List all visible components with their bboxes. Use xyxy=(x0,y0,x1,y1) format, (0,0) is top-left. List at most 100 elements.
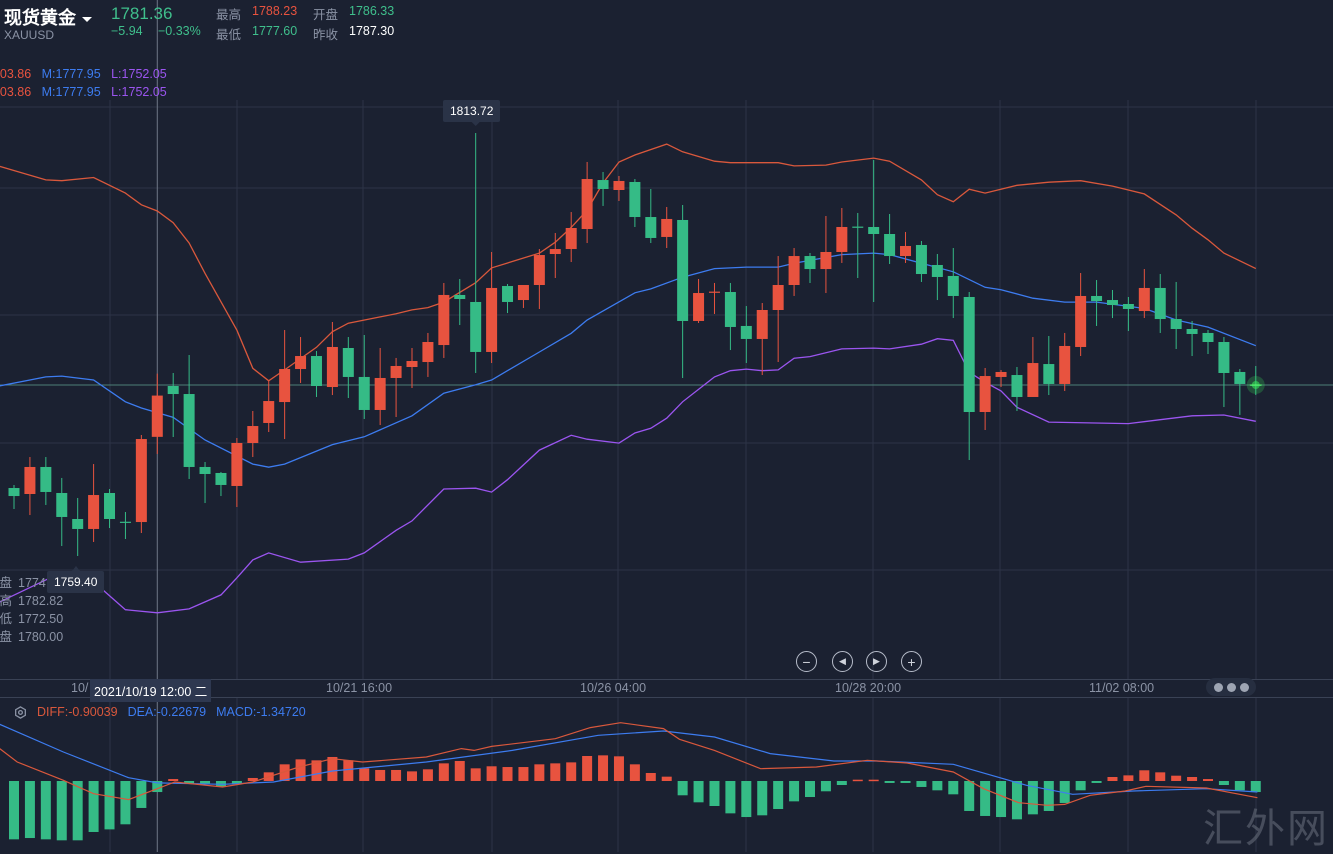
plus-icon: + xyxy=(907,653,916,670)
min-tooltip-pointer xyxy=(72,566,80,571)
candle-body xyxy=(199,466,211,474)
candle-body xyxy=(72,519,84,529)
dea-value: DEA:-0.22679 xyxy=(127,705,207,719)
macd-bar xyxy=(1011,781,1022,820)
macd-bar xyxy=(677,781,688,796)
macd-value: MACD:-1.34720 xyxy=(216,705,306,719)
macd-bar xyxy=(168,779,179,781)
candle-body xyxy=(836,226,848,252)
candle-body xyxy=(1154,287,1166,320)
max-tooltip-pointer xyxy=(471,122,480,126)
candle-body xyxy=(1186,328,1198,334)
macd-bar xyxy=(359,768,370,781)
macd-bar xyxy=(868,779,879,782)
macd-bar xyxy=(72,781,83,841)
candle-body xyxy=(661,218,673,237)
zoom-in-button[interactable]: + xyxy=(901,651,922,672)
macd-bar xyxy=(773,781,784,810)
macd-bar xyxy=(1123,775,1134,781)
macd-bar xyxy=(1234,781,1245,791)
candle-body xyxy=(1234,371,1246,384)
candle-body xyxy=(215,472,227,485)
macd-bar xyxy=(1043,781,1054,811)
macd-bar xyxy=(279,764,290,781)
dea-line xyxy=(0,723,1258,795)
candle-body xyxy=(852,226,864,228)
macd-bar xyxy=(582,755,593,781)
candle-body xyxy=(167,385,179,395)
macd-bar xyxy=(295,759,306,781)
candle-body xyxy=(422,342,434,363)
instrument-selector[interactable]: 现货黄金 xyxy=(4,4,92,30)
macd-bar xyxy=(550,763,561,781)
macd-bar xyxy=(152,781,163,793)
macd-bar xyxy=(757,781,768,816)
macd-bar xyxy=(88,781,99,832)
macd-bar xyxy=(534,764,545,781)
candle-body xyxy=(1059,345,1071,384)
candle-body xyxy=(677,219,689,321)
candle-body xyxy=(342,347,354,377)
boll-lower-value: L:1752.05 xyxy=(111,85,167,99)
candle-body xyxy=(358,376,370,410)
macd-panel xyxy=(0,722,1261,841)
scroll-left-button[interactable]: ◀ xyxy=(832,651,853,672)
candle-body xyxy=(756,309,768,339)
macd-bar xyxy=(231,781,242,784)
candle-body xyxy=(406,361,418,367)
macd-bar xyxy=(1203,779,1213,781)
macd-bar xyxy=(741,781,752,818)
macd-bar xyxy=(343,760,354,781)
macd-bar xyxy=(820,781,831,792)
macd-bar xyxy=(486,766,497,781)
settings-icon[interactable] xyxy=(14,705,27,719)
candle-body xyxy=(151,395,163,437)
x-axis-label: 10/28 20:00 xyxy=(835,681,902,695)
candle-body xyxy=(40,466,52,492)
macd-bar xyxy=(1059,781,1070,803)
diff-value: DIFF:-0.90039 xyxy=(37,705,118,719)
macd-bar xyxy=(884,781,895,783)
macd-bar xyxy=(996,781,1007,818)
macd-bar xyxy=(1075,781,1086,791)
candle-body xyxy=(88,495,100,529)
candle-body xyxy=(24,466,36,495)
more-options-button[interactable] xyxy=(1206,678,1256,696)
candle-body xyxy=(135,439,147,523)
high-label: 最高 xyxy=(216,7,242,22)
candle-body xyxy=(884,233,896,257)
macd-bar xyxy=(200,781,211,784)
macd-bar xyxy=(693,781,704,803)
candle-body xyxy=(263,401,275,423)
instrument-title: 现货黄金 xyxy=(4,8,76,29)
candle-body xyxy=(740,325,752,339)
diff-line xyxy=(0,722,1258,806)
boll-upper-value: 1803.86 xyxy=(0,67,32,81)
macd-bar xyxy=(852,779,863,782)
low-label: 最低 xyxy=(216,27,242,42)
candle-body xyxy=(693,293,705,321)
candle-body xyxy=(1138,287,1150,312)
macd-bar xyxy=(104,781,115,830)
crosshair-close: 收盘1780.00 xyxy=(0,629,64,644)
macd-bar xyxy=(40,781,51,840)
candle-body xyxy=(295,356,307,370)
price-change-pct: −0.33% xyxy=(158,24,201,38)
crosshair-open: 开盘1774.7 xyxy=(0,575,57,590)
open-label: 开盘 xyxy=(313,7,339,22)
candle-body xyxy=(820,251,832,270)
macd-bar xyxy=(1187,776,1198,781)
macd-bar xyxy=(438,763,449,781)
candle-body xyxy=(279,369,291,403)
scroll-right-button[interactable]: ▶ xyxy=(866,651,887,672)
zoom-out-button[interactable]: − xyxy=(796,651,817,672)
candle-body xyxy=(1091,295,1103,302)
minus-icon: − xyxy=(802,653,811,670)
macd-bar xyxy=(9,781,19,840)
candle-body xyxy=(104,492,116,520)
candle-body xyxy=(931,264,943,277)
macd-bar xyxy=(661,776,672,781)
candle-body xyxy=(549,249,561,255)
x-axis-label: 10/26 04:00 xyxy=(580,681,647,695)
